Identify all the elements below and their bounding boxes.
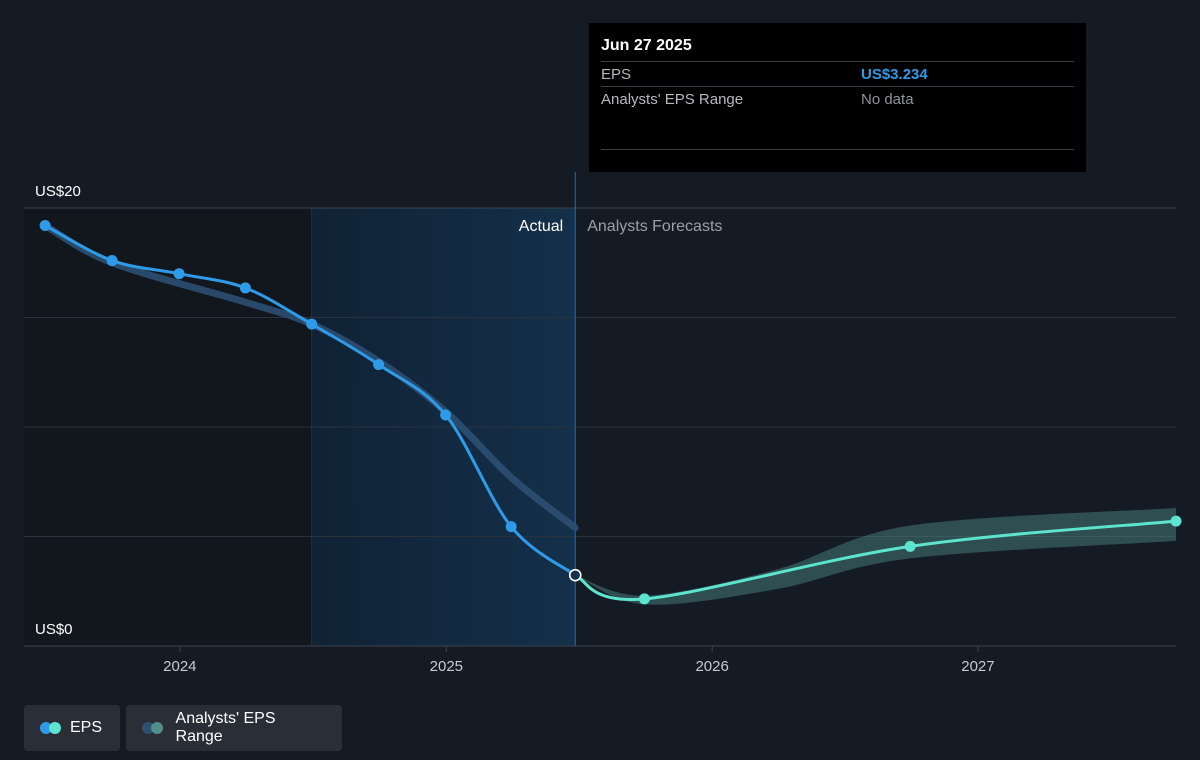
tooltip-range-row: Analysts' EPS Range No data	[601, 86, 1074, 111]
tooltip-eps-value: US$3.234	[861, 65, 928, 83]
y-axis-bottom-label: US$0	[35, 621, 73, 638]
x-tick-label: 2027	[961, 658, 994, 675]
hover-tooltip: Jun 27 2025 EPS US$3.234 Analysts' EPS R…	[589, 23, 1086, 172]
tooltip-range-value: No data	[861, 90, 914, 108]
tooltip-range-label: Analysts' EPS Range	[601, 90, 744, 108]
legend-eps-button[interactable]: EPS	[24, 705, 120, 751]
eps-actual-line	[43, 224, 577, 577]
eps-point	[173, 268, 185, 280]
gridlines	[24, 172, 1176, 652]
legend-range-button[interactable]: Analysts' EPS Range	[126, 705, 342, 751]
tooltip-eps-row: EPS US$3.234	[601, 61, 1074, 86]
x-tick-label: 2026	[695, 658, 728, 675]
eps-point-selected	[568, 568, 582, 582]
eps-point	[638, 593, 650, 605]
legend-eps-label: EPS	[69, 719, 102, 736]
eps-point	[106, 255, 118, 267]
x-tick-label: 2024	[163, 658, 196, 675]
past-range-band	[41, 222, 579, 532]
eps-point	[440, 409, 452, 421]
eps-point	[39, 220, 51, 232]
eps-point	[505, 521, 517, 533]
tooltip-eps-label: EPS	[601, 65, 632, 83]
eps-legend-icon	[40, 722, 61, 734]
forecast-range-band	[575, 508, 1176, 605]
tooltip-divider	[601, 149, 1074, 150]
actual-label: Actual	[519, 218, 563, 235]
eps-forecast-line	[573, 519, 1178, 602]
eps-point	[239, 282, 251, 294]
eps-point	[1170, 515, 1182, 527]
range-legend-icon	[142, 722, 166, 734]
eps-point	[306, 318, 318, 330]
forecast-label: Analysts Forecasts	[587, 218, 722, 235]
eps-point	[373, 359, 385, 371]
y-axis-top-label: US$20	[35, 183, 81, 200]
x-tick-label: 2025	[430, 658, 463, 675]
tooltip-date: Jun 27 2025	[601, 37, 692, 54]
eps-point	[904, 540, 916, 552]
legend-range-label: Analysts' EPS Range	[175, 710, 276, 745]
